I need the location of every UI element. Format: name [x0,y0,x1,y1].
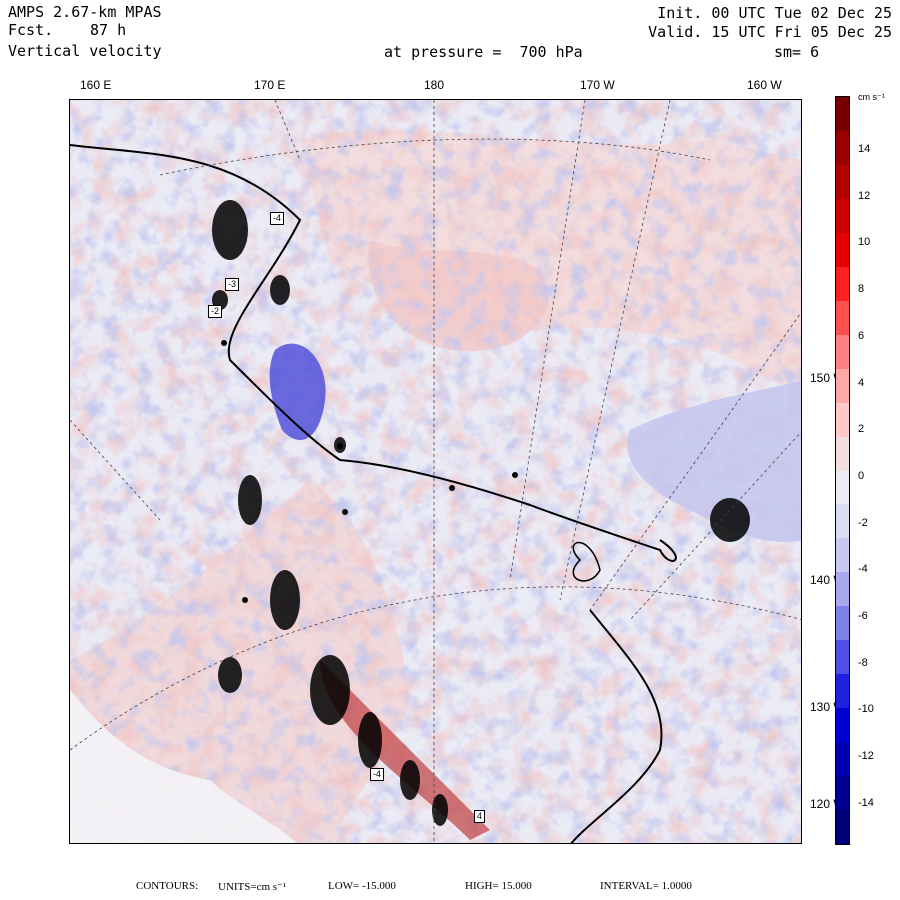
map-svg [70,100,801,843]
colorbar-label: -6 [858,610,868,622]
colorbar-units: cm s⁻¹ [858,92,885,102]
colorbar-segment [836,300,849,336]
colorbar-segment [836,572,849,607]
min-label-2: -3 [225,278,240,291]
footer-high: HIGH= 15.000 [465,880,532,892]
colorbar-segment [836,334,849,370]
colorbar-segment [836,97,849,132]
colorbar-segment [836,198,849,234]
pressure-level: at pressure = 700 hPa [384,43,583,61]
colorbar [835,96,850,845]
station-markers [221,340,518,603]
colorbar-segment [836,674,849,709]
vertical-velocity-map: -4 -3 -2 -4 4 [69,99,802,844]
colorbar-segment [836,232,849,268]
min-label-3: -2 [208,305,223,318]
colorbar-label: 4 [858,377,865,389]
colorbar-label: 2 [858,423,865,435]
footer-interval: INTERVAL= 1.0000 [600,880,692,892]
min-label-4: -4 [370,768,385,781]
colorbar-label: 6 [858,330,865,342]
colorbar-segment [836,538,849,573]
colorbar-label: -4 [858,563,868,575]
colorbar-segment [836,708,849,743]
colorbar-segment [836,504,849,539]
lon-label-170e: 170 E [254,78,286,92]
max-label-1: 4 [474,810,486,823]
smoothing: sm= 6 [774,43,820,61]
footer-contours: CONTOURS: [136,880,199,892]
coastline-islet [572,541,601,582]
colorbar-segment [836,266,849,302]
footer-low: LOW= -15.000 [328,880,396,892]
min-label-1: -4 [270,212,285,225]
lon-label-180: 180 [424,78,445,92]
colorbar-segment [836,742,849,777]
forecast-label: Fcst. [8,21,54,39]
lon-label-160e: 160 E [80,78,112,92]
field-name: Vertical velocity [8,42,162,60]
coastline [70,144,677,562]
colorbar-segment [836,368,849,404]
colorbar-label: -10 [858,703,874,715]
low-terrain-area [70,690,298,843]
colorbar-label: 0 [858,470,865,482]
lon-label-160w: 160 W [747,78,782,92]
colorbar-segment [836,470,849,505]
colorbar-label: -12 [858,750,874,762]
colorbar-label: 10 [858,236,871,248]
strong-updraft-band [320,660,490,840]
forecast-hours: 87 h [90,21,127,39]
graticule [70,100,801,843]
colorbar-segment [836,606,849,641]
model-title: AMPS 2.67-km MPAS [8,3,162,21]
colorbar-label: 12 [858,190,871,202]
negative-region-east [627,380,801,542]
colorbar-label: -2 [858,517,868,529]
footer-units: UNITS=cm s⁻¹ [218,881,287,893]
negative-core [269,343,326,440]
colorbar-segment [836,776,849,811]
colorbar-segment [836,640,849,675]
colorbar-segment [836,164,849,200]
valid-time: Valid. 15 UTC Fri 05 Dec 25 [648,23,892,41]
colorbar-segment [836,130,849,166]
colorbar-segment [836,402,849,438]
terrain-contours [212,200,750,826]
colorbar-label: 8 [858,283,865,295]
colorbar-label: 14 [858,143,871,155]
colorbar-segment [836,436,849,471]
init-time: Init. 00 UTC Tue 02 Dec 25 [657,4,892,22]
colorbar-label: -8 [858,657,868,669]
coastline-east [570,609,663,843]
colorbar-label: -14 [858,797,874,809]
colorbar-segment [836,810,849,845]
lon-label-170w: 170 W [580,78,615,92]
